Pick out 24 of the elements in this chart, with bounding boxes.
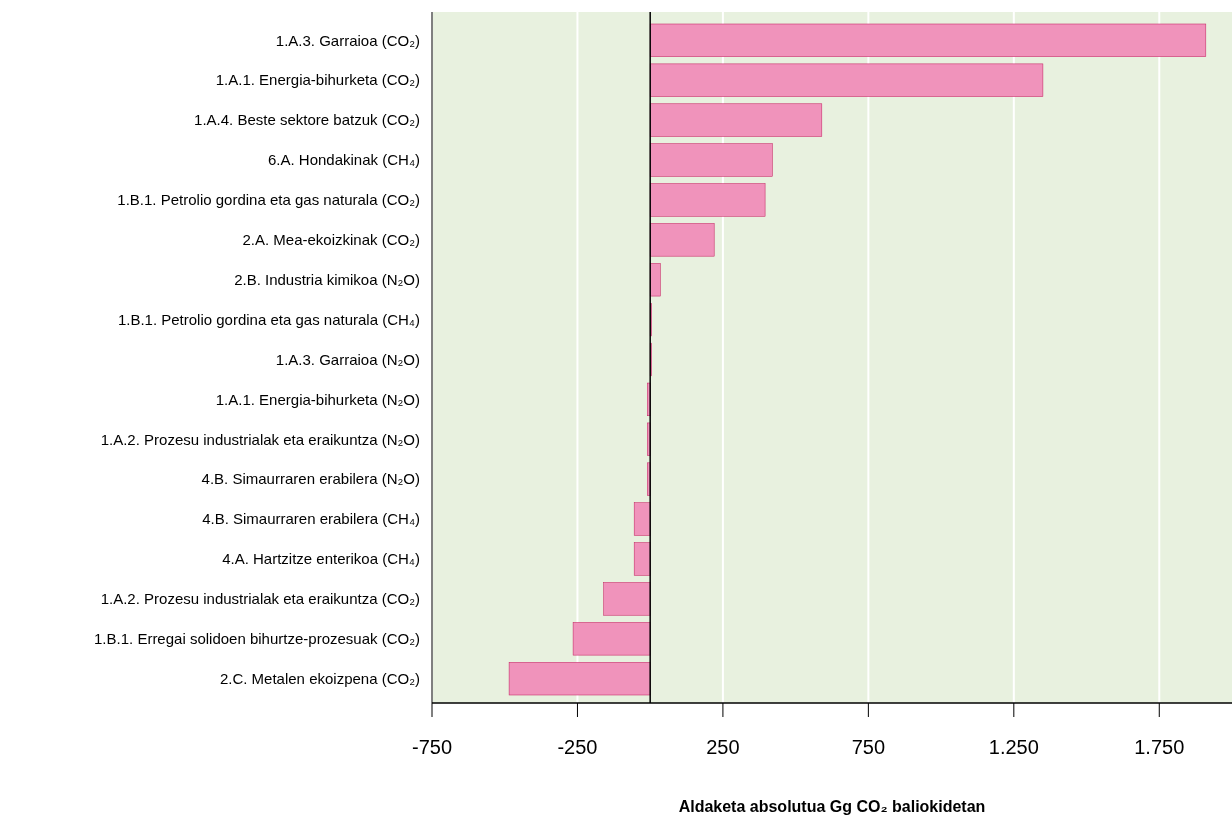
- y-tick-label: 1.A.4. Beste sektore batzuk (CO₂): [194, 111, 420, 129]
- y-tick-label: 1.B.1. Erregai solidoen bihurtze-prozesuak (CO₂): [94, 630, 420, 648]
- y-tick-label: 1.A.1. Energia-bihurketa (N₂O): [215, 390, 420, 408]
- y-tick-label: 1.B.1. Petrolio gordina eta gas naturala (CO₂): [117, 191, 420, 209]
- y-tick-label: 4.A. Hartzitze enterikoa (CH₄): [222, 550, 420, 568]
- y-tick-label: 1.A.2. Prozesu industrialak eta eraikuntza (CO₂): [100, 590, 420, 608]
- y-tick-label: 6.A. Hondakinak (CH₄): [267, 151, 420, 169]
- x-axis-title: Aldaketa absolutua Gg CO₂ baliokidetan: [678, 798, 986, 815]
- y-tick-label: 1.A.3. Garraioa (N₂O): [275, 350, 420, 368]
- x-tick-label: 1.750: [1134, 736, 1185, 758]
- y-tick-label: 1.B.1. Petrolio gordina eta gas naturala (CH₄): [117, 310, 420, 328]
- x-tick-label: 250: [706, 736, 740, 758]
- y-tick-label: 1.A.1. Energia-bihurketa (CO₂): [215, 71, 420, 89]
- y-tick-label: 2.B. Industria kimikoa (N₂O): [234, 270, 420, 288]
- x-tick-label: -750: [411, 736, 453, 758]
- x-tick-label: 750: [851, 736, 886, 758]
- y-tick-label: 4.B. Simaurraren erabilera (N₂O): [201, 470, 420, 488]
- y-tick-label: 2.A. Mea-ekoizkinak (CO₂): [242, 231, 420, 249]
- y-tick-label: 2.C. Metalen ekoizpena (CO₂): [219, 669, 420, 687]
- x-tick-label: 1.250: [988, 736, 1039, 758]
- y-tick-label: 1.A.3. Garraioa (CO₂): [275, 31, 420, 49]
- y-tick-label: 4.B. Simaurraren erabilera (CH₄): [202, 510, 420, 528]
- y-tick-label: 1.A.2. Prozesu industrialak eta eraikuntza (N₂O): [100, 430, 420, 448]
- x-tick-label: -250: [557, 736, 598, 758]
